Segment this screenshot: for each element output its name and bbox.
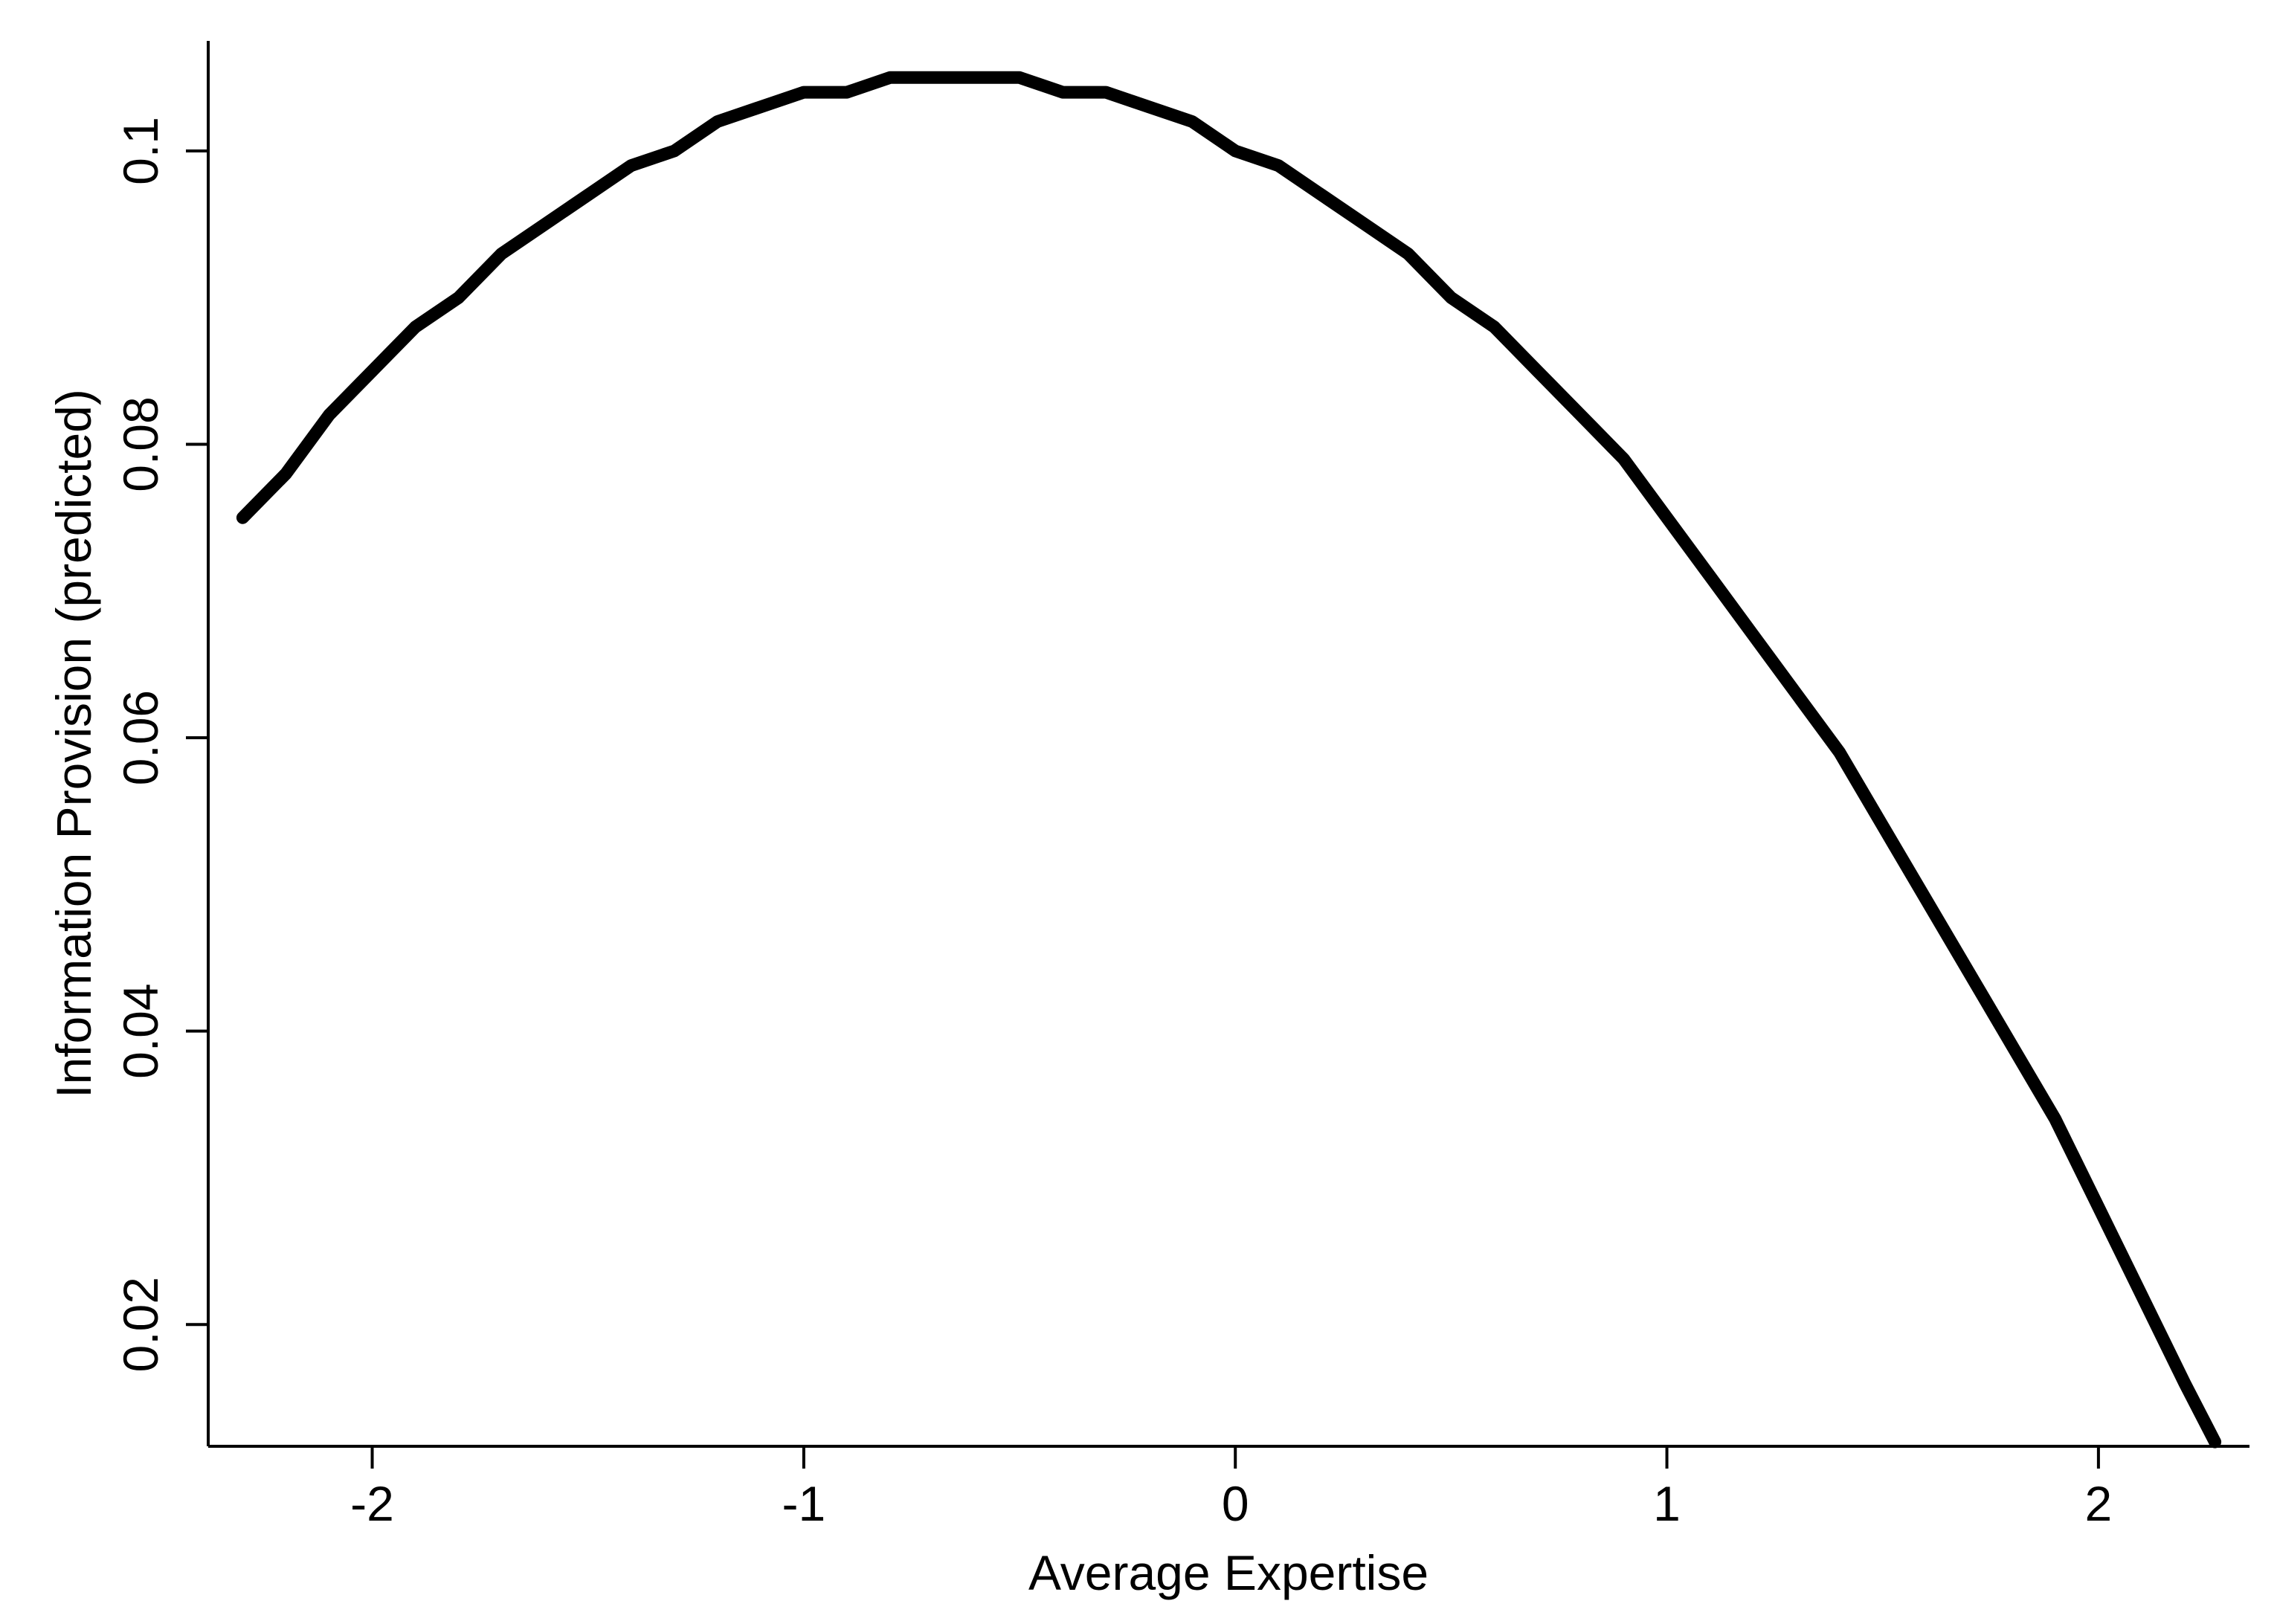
series-line [236, 71, 2222, 1449]
x-tick-label: -2 [350, 1476, 394, 1531]
x-tick-label: 0 [1222, 1476, 1249, 1531]
x-tick-label: 2 [2085, 1476, 2113, 1531]
y-tick-label: 0.08 [113, 396, 168, 492]
series-layer [236, 71, 2222, 1449]
y-axis-title: Information Provision (predicted) [46, 389, 101, 1098]
x-tick-label: -1 [782, 1476, 826, 1531]
y-tick-label: 0.02 [113, 1277, 168, 1372]
axes [207, 41, 2249, 1448]
x-tick-label: 1 [1653, 1476, 1681, 1531]
y-tick-label: 0.06 [113, 690, 168, 785]
y-tick-label: 0.1 [113, 117, 168, 185]
y-tick-label: 0.04 [113, 983, 168, 1078]
ticks: -2 -1 0 1 2 0.02 0.04 0.06 0.08 0.1 [113, 117, 2112, 1531]
x-axis-title: Average Expertise [1028, 1545, 1429, 1600]
